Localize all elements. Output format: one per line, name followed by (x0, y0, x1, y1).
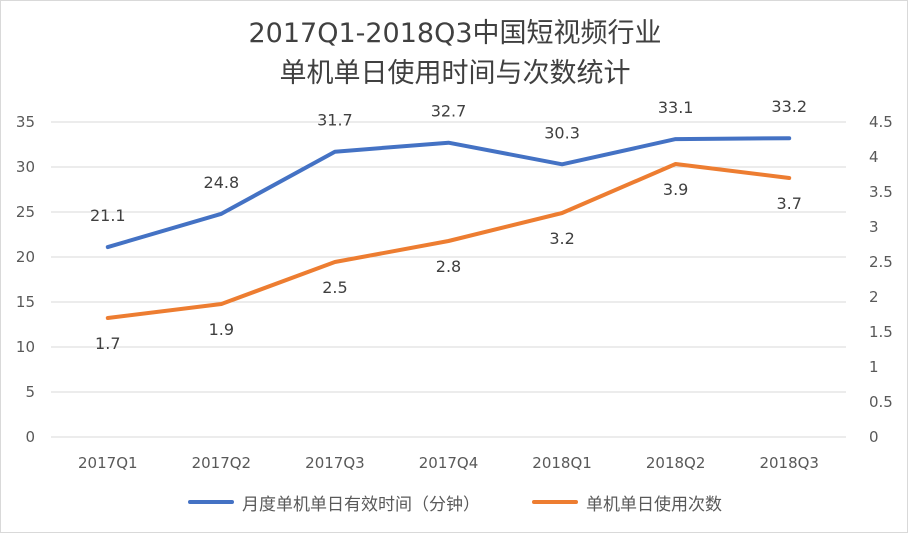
data-label: 30.3 (544, 123, 580, 142)
legend-label-count: 单机单日使用次数 (586, 490, 722, 515)
y-right-tick-label: 3 (869, 218, 879, 236)
data-label: 1.7 (95, 334, 120, 353)
y-left-tick-label: 35 (16, 113, 35, 131)
data-label: 3.2 (549, 229, 574, 248)
y-left-tick-label: 5 (25, 383, 35, 401)
data-label: 32.7 (431, 102, 467, 121)
y-right-tick-label: 4.5 (869, 113, 893, 131)
y-right-tick-label: 1.5 (869, 323, 893, 341)
data-label: 21.1 (90, 206, 126, 225)
data-label: 3.9 (663, 180, 688, 199)
y-right-tick-label: 0 (869, 428, 879, 446)
y-right-tick-label: 4 (869, 148, 879, 166)
x-tick-label: 2017Q3 (305, 454, 365, 472)
y-left-tick-label: 25 (16, 203, 35, 221)
y-right-tick-label: 1 (869, 358, 879, 376)
data-label: 3.7 (776, 194, 801, 213)
y-right-tick-label: 0.5 (869, 393, 893, 411)
data-label: 1.9 (209, 320, 234, 339)
y-left-tick-label: 10 (16, 338, 35, 356)
y-left-tick-label: 0 (25, 428, 35, 446)
x-tick-label: 2017Q4 (419, 454, 479, 472)
legend-swatch-time (188, 500, 234, 504)
y-left-tick-label: 20 (16, 248, 35, 266)
x-tick-label: 2018Q2 (646, 454, 706, 472)
y-left-tick-label: 15 (16, 293, 35, 311)
x-tick-label: 2017Q1 (78, 454, 138, 472)
legend: 月度单机单日有效时间（分钟） 单机单日使用次数 (1, 489, 908, 515)
y-right-tick-label: 3.5 (869, 183, 893, 201)
legend-item-count: 单机单日使用次数 (532, 490, 722, 515)
y-left-tick-label: 30 (16, 158, 35, 176)
data-label: 2.5 (322, 278, 347, 297)
data-label: 31.7 (317, 111, 353, 130)
legend-item-time: 月度单机单日有效时间（分钟） (188, 490, 480, 515)
data-label: 33.2 (771, 97, 807, 116)
y-right-tick-label: 2 (869, 288, 879, 306)
legend-swatch-count (532, 500, 578, 504)
data-label: 2.8 (436, 257, 461, 276)
y-right-tick-label: 2.5 (869, 253, 893, 271)
x-tick-label: 2017Q2 (192, 454, 252, 472)
x-tick-label: 2018Q3 (759, 454, 819, 472)
x-tick-label: 2018Q1 (532, 454, 592, 472)
legend-label-time: 月度单机单日有效时间（分钟） (242, 490, 480, 515)
data-label: 33.1 (658, 98, 694, 117)
data-label: 24.8 (204, 173, 240, 192)
